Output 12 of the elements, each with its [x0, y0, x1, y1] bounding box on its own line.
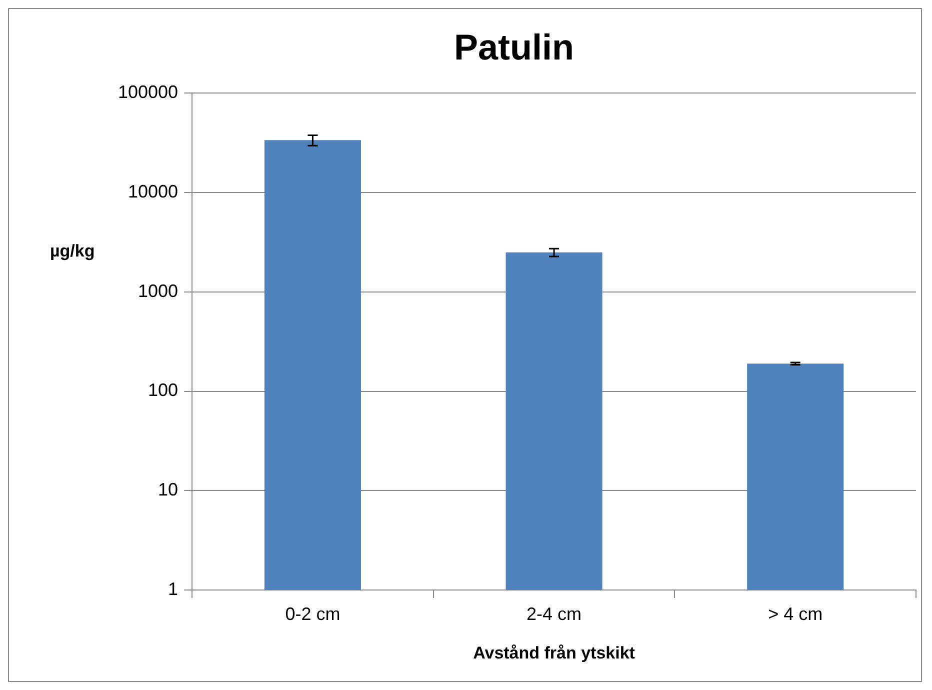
- x-tick-label: > 4 cm: [768, 604, 823, 624]
- x-tick-label: 2-4 cm: [526, 604, 582, 624]
- chart-title: Patulin: [454, 26, 574, 68]
- x-axis-title: Avstånd från ytskikt: [473, 643, 636, 662]
- y-tick-label: 10000: [128, 182, 178, 202]
- y-tick-label: 1000: [138, 280, 178, 301]
- y-tick-label: 100: [148, 380, 178, 400]
- y-tick-label: 100000: [118, 82, 178, 102]
- x-tick-label: 0-2 cm: [285, 604, 340, 624]
- y-axis-title: µg/kg: [50, 241, 95, 260]
- y-tick-label: 10: [158, 480, 178, 500]
- y-tick-label: 1: [168, 578, 178, 599]
